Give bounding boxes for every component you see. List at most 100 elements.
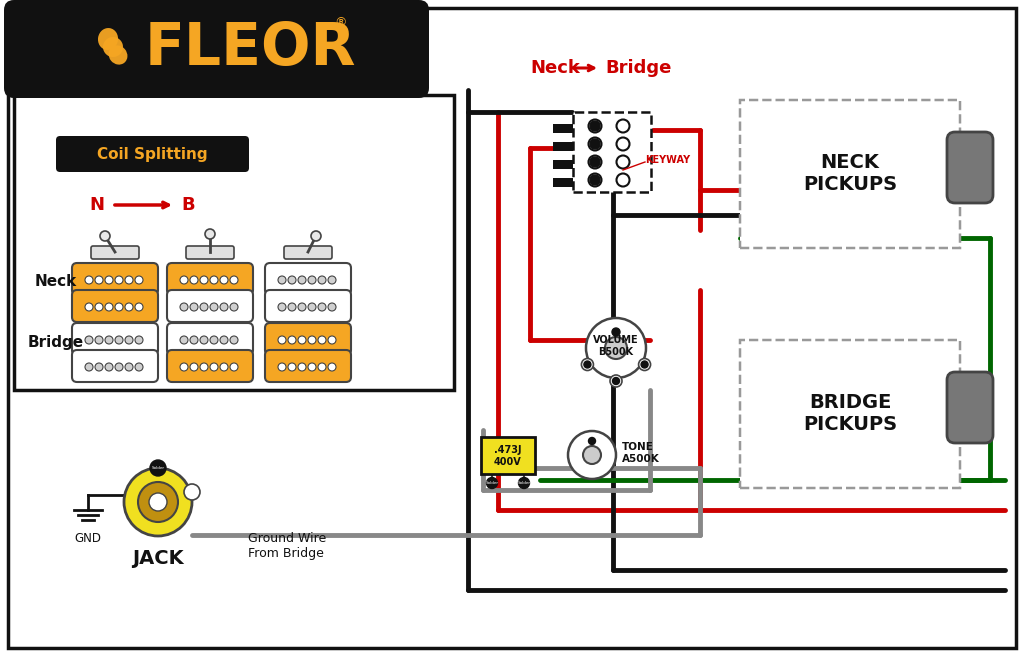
- Circle shape: [200, 303, 208, 311]
- Circle shape: [124, 468, 193, 536]
- Circle shape: [180, 276, 188, 284]
- Circle shape: [210, 363, 218, 371]
- Circle shape: [105, 363, 113, 371]
- Circle shape: [190, 303, 198, 311]
- Circle shape: [616, 174, 630, 186]
- Circle shape: [115, 363, 123, 371]
- FancyBboxPatch shape: [481, 437, 535, 474]
- Text: Neck: Neck: [530, 59, 580, 77]
- Bar: [553, 142, 573, 151]
- Circle shape: [278, 303, 286, 311]
- FancyBboxPatch shape: [167, 323, 253, 355]
- Text: TONE
A500K: TONE A500K: [622, 442, 659, 464]
- FancyBboxPatch shape: [72, 263, 158, 295]
- FancyBboxPatch shape: [265, 290, 351, 322]
- Text: N: N: [89, 196, 104, 214]
- Text: ®: ®: [334, 16, 346, 30]
- Circle shape: [318, 363, 326, 371]
- Circle shape: [298, 363, 306, 371]
- Circle shape: [278, 336, 286, 344]
- Circle shape: [586, 318, 646, 378]
- Circle shape: [200, 276, 208, 284]
- Circle shape: [298, 303, 306, 311]
- Text: VOLUME
B500K: VOLUME B500K: [593, 335, 639, 357]
- Ellipse shape: [103, 37, 123, 57]
- Text: GND: GND: [75, 532, 101, 545]
- Ellipse shape: [98, 28, 118, 50]
- FancyBboxPatch shape: [186, 246, 234, 259]
- Text: Bridge: Bridge: [605, 59, 672, 77]
- Circle shape: [318, 303, 326, 311]
- Circle shape: [298, 276, 306, 284]
- Circle shape: [180, 363, 188, 371]
- FancyBboxPatch shape: [947, 132, 993, 203]
- Circle shape: [85, 363, 93, 371]
- Circle shape: [568, 431, 616, 479]
- Circle shape: [85, 276, 93, 284]
- FancyBboxPatch shape: [167, 350, 253, 382]
- Circle shape: [278, 276, 286, 284]
- Circle shape: [85, 303, 93, 311]
- Circle shape: [210, 276, 218, 284]
- Circle shape: [220, 276, 228, 284]
- Circle shape: [210, 303, 218, 311]
- FancyBboxPatch shape: [56, 136, 249, 172]
- FancyBboxPatch shape: [91, 246, 139, 259]
- Circle shape: [220, 363, 228, 371]
- Circle shape: [125, 276, 133, 284]
- Circle shape: [85, 336, 93, 344]
- Text: .473J
400V: .473J 400V: [495, 445, 522, 467]
- Circle shape: [612, 378, 620, 384]
- Circle shape: [125, 303, 133, 311]
- Circle shape: [100, 231, 110, 241]
- Circle shape: [584, 361, 591, 368]
- Circle shape: [105, 336, 113, 344]
- Circle shape: [105, 303, 113, 311]
- Circle shape: [95, 336, 103, 344]
- Circle shape: [205, 229, 215, 239]
- Circle shape: [328, 363, 336, 371]
- Circle shape: [610, 375, 622, 387]
- Circle shape: [135, 363, 143, 371]
- FancyBboxPatch shape: [265, 263, 351, 295]
- FancyBboxPatch shape: [947, 372, 993, 443]
- Circle shape: [518, 478, 529, 488]
- Circle shape: [220, 336, 228, 344]
- Bar: [553, 124, 573, 133]
- Circle shape: [308, 363, 316, 371]
- Circle shape: [184, 484, 200, 500]
- Circle shape: [590, 157, 600, 167]
- Circle shape: [288, 336, 296, 344]
- Circle shape: [200, 363, 208, 371]
- Circle shape: [150, 460, 166, 476]
- FancyBboxPatch shape: [265, 350, 351, 382]
- Circle shape: [605, 337, 627, 359]
- Circle shape: [230, 336, 238, 344]
- Circle shape: [308, 303, 316, 311]
- Circle shape: [115, 336, 123, 344]
- Circle shape: [318, 276, 326, 284]
- Text: BRIDGE
PICKUPS: BRIDGE PICKUPS: [803, 393, 897, 434]
- Text: B: B: [181, 196, 195, 214]
- Circle shape: [190, 336, 198, 344]
- FancyBboxPatch shape: [284, 246, 332, 259]
- Bar: [14, 95, 454, 390]
- Circle shape: [115, 303, 123, 311]
- Circle shape: [328, 276, 336, 284]
- Circle shape: [298, 336, 306, 344]
- Circle shape: [190, 276, 198, 284]
- Circle shape: [589, 155, 601, 168]
- Circle shape: [486, 478, 498, 488]
- Bar: [573, 112, 651, 192]
- FancyBboxPatch shape: [72, 290, 158, 322]
- Circle shape: [590, 139, 600, 149]
- Ellipse shape: [109, 45, 127, 64]
- FancyBboxPatch shape: [72, 323, 158, 355]
- Circle shape: [308, 336, 316, 344]
- Circle shape: [220, 303, 228, 311]
- Circle shape: [328, 336, 336, 344]
- Text: Solder: Solder: [517, 481, 530, 485]
- Circle shape: [616, 155, 630, 168]
- Circle shape: [190, 363, 198, 371]
- Circle shape: [590, 121, 600, 131]
